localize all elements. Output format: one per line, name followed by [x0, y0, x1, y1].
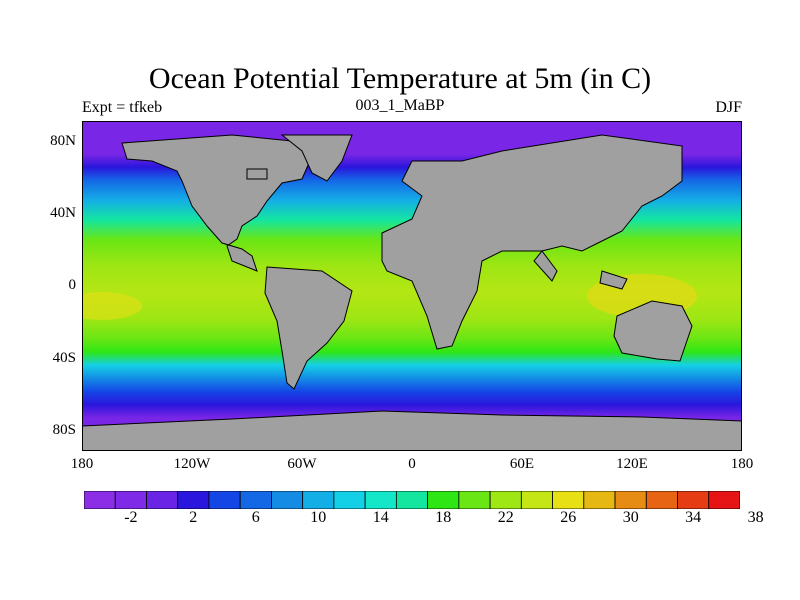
colorbar-box	[395, 491, 429, 509]
colorbar-label: 18	[435, 509, 452, 526]
colorbar-box	[708, 491, 740, 509]
colorbar-box	[552, 491, 585, 509]
colorbar-label: 30	[622, 509, 639, 526]
colorbar-box	[239, 491, 272, 509]
colorbar-label: 14	[372, 509, 389, 526]
y-tick-label: 40S	[52, 350, 76, 366]
colorbar-box	[84, 491, 116, 509]
land-south-america	[264, 266, 353, 390]
colorbar-box	[271, 491, 304, 509]
colorbar-box	[302, 491, 335, 509]
map-frame	[82, 121, 742, 451]
colorbar-label: 6	[251, 509, 260, 526]
colorbar-box	[677, 491, 710, 509]
colorbar-label: 10	[310, 509, 327, 526]
land-eurasia-africa	[381, 134, 683, 350]
center-string: 003_1_MaBP	[355, 97, 445, 114]
colorbar-box	[458, 491, 491, 509]
warm-pool-pacific	[82, 292, 142, 320]
y-tick-label: 80S	[52, 422, 76, 438]
x-tick-label: 60E	[509, 456, 535, 472]
colorbar-label: -2	[124, 509, 138, 526]
x-tick-label: 120W	[173, 456, 211, 472]
land-masses	[82, 134, 742, 451]
colorbar-box	[489, 491, 522, 509]
land-australia	[613, 300, 693, 362]
land-maritime-se-asia	[599, 270, 628, 290]
map-panel	[82, 121, 742, 451]
x-tick-label: 60W	[287, 456, 317, 472]
colorbar-label: 22	[497, 509, 514, 526]
land-india	[533, 250, 558, 282]
x-tick-label: 120E	[616, 456, 648, 472]
colorbar-box	[364, 491, 397, 509]
land-antarctica	[82, 410, 742, 451]
left-string: Expt = tfkeb	[82, 99, 163, 116]
y-tick-label: 0	[68, 277, 77, 293]
right-string: DJF	[715, 99, 742, 116]
colorbar-box	[427, 491, 460, 509]
colorbar-box	[520, 491, 553, 509]
colorbar-label: 38	[747, 509, 764, 526]
land-arctic-island	[246, 168, 268, 180]
colorbar-label: 34	[685, 509, 702, 526]
colorbar-label: 2	[189, 509, 198, 526]
y-tick-label: 80N	[50, 133, 76, 149]
colorbar-box	[333, 491, 366, 509]
colorbar-box	[583, 491, 616, 509]
colorbar-box	[146, 491, 179, 509]
colorbar-box	[614, 491, 647, 509]
colorbar-box	[177, 491, 210, 509]
plot-title: Ocean Potential Temperature at 5m (in C)	[148, 62, 652, 95]
colorbar-box	[114, 491, 147, 509]
colorbar	[84, 491, 740, 509]
land-greenland	[280, 134, 353, 182]
x-tick-label: 0	[408, 456, 416, 472]
x-tick-label: 180	[730, 456, 754, 472]
colorbar-box	[645, 491, 678, 509]
y-tick-label: 40N	[50, 205, 76, 221]
x-tick-label: 180	[70, 456, 94, 472]
colorbar-label: 26	[560, 509, 577, 526]
colorbar-box	[208, 491, 241, 509]
